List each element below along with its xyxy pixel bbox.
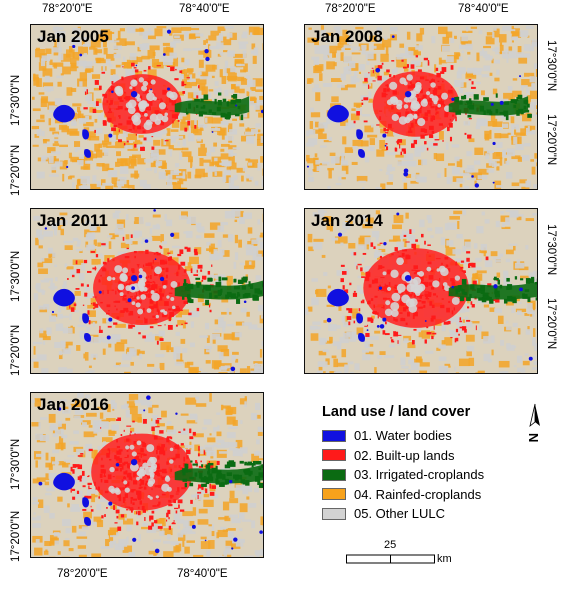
map-panel-2016: Jan 2016	[30, 392, 264, 558]
map-panel-2005: Jan 2005	[30, 24, 264, 190]
lat-tick-right: 17°20'0"N	[545, 298, 557, 350]
lat-tick-left: 17°30'0"N	[10, 438, 22, 490]
legend-item-rainfed: 04. Rainfed-croplands	[322, 485, 522, 505]
legend-label: 05. Other LULC	[354, 506, 446, 522]
lat-tick-right: 17°20'0"N	[545, 114, 557, 166]
panel-title: Jan 2005	[37, 27, 109, 46]
legend-label: 03. Irrigated-croplands	[354, 467, 485, 483]
lon-tick-top-3: 78°20'0"E	[325, 3, 376, 15]
map-panel-2014: Jan 2014	[304, 208, 538, 374]
map-panel-2011: Jan 2011	[30, 208, 264, 374]
legend-item-irrigated: 03. Irrigated-croplands	[322, 465, 522, 485]
legend-title: Land use / land cover	[322, 404, 471, 420]
lon-tick-top-2: 78°40'0"E	[179, 3, 230, 15]
legend-label: 02. Built-up lands	[354, 447, 455, 463]
legend-item-other: 05. Other LULC	[322, 504, 522, 524]
panel-title: Jan 2008	[311, 27, 383, 46]
map-panel-2008: Jan 2008	[304, 24, 538, 190]
scale-value: 25	[384, 539, 397, 551]
lat-tick-right: 17°30'0"N	[545, 224, 557, 276]
lat-tick-left: 17°30'0"N	[10, 74, 22, 126]
legend-swatch	[322, 468, 346, 481]
legend-swatch	[322, 488, 346, 501]
legend-swatch	[322, 507, 346, 520]
lat-tick-left: 17°30'0"N	[10, 250, 22, 302]
lat-tick-right: 17°30'0"N	[545, 40, 557, 92]
lon-tick-bottom-1: 78°20'0"E	[57, 568, 108, 580]
panel-title: Jan 2016	[37, 395, 109, 414]
scale-unit: km	[437, 553, 452, 565]
legend-swatch	[322, 429, 346, 442]
legend: Land use / land cover 01. Water bodies 0…	[322, 404, 522, 524]
legend-label: 01. Water bodies	[354, 428, 452, 444]
panel-title: Jan 2014	[311, 211, 383, 230]
lat-tick-left: 17°20'0"N	[10, 324, 22, 376]
legend-label: 04. Rainfed-croplands	[354, 486, 482, 502]
lat-tick-left: 17°20'0"N	[10, 144, 22, 196]
lat-tick-left: 17°20'0"N	[10, 510, 22, 562]
legend-swatch	[322, 449, 346, 462]
lon-tick-top-4: 78°40'0"E	[458, 3, 509, 15]
scale-bar	[346, 554, 435, 564]
legend-item-builtup: 02. Built-up lands	[322, 446, 522, 466]
lon-tick-top-1: 78°20'0"E	[42, 3, 93, 15]
legend-item-water: 01. Water bodies	[322, 426, 522, 446]
lon-tick-bottom-2: 78°40'0"E	[177, 568, 228, 580]
svg-text:N: N	[526, 433, 541, 442]
panel-title: Jan 2011	[37, 211, 108, 230]
north-arrow-icon: N	[526, 403, 541, 442]
